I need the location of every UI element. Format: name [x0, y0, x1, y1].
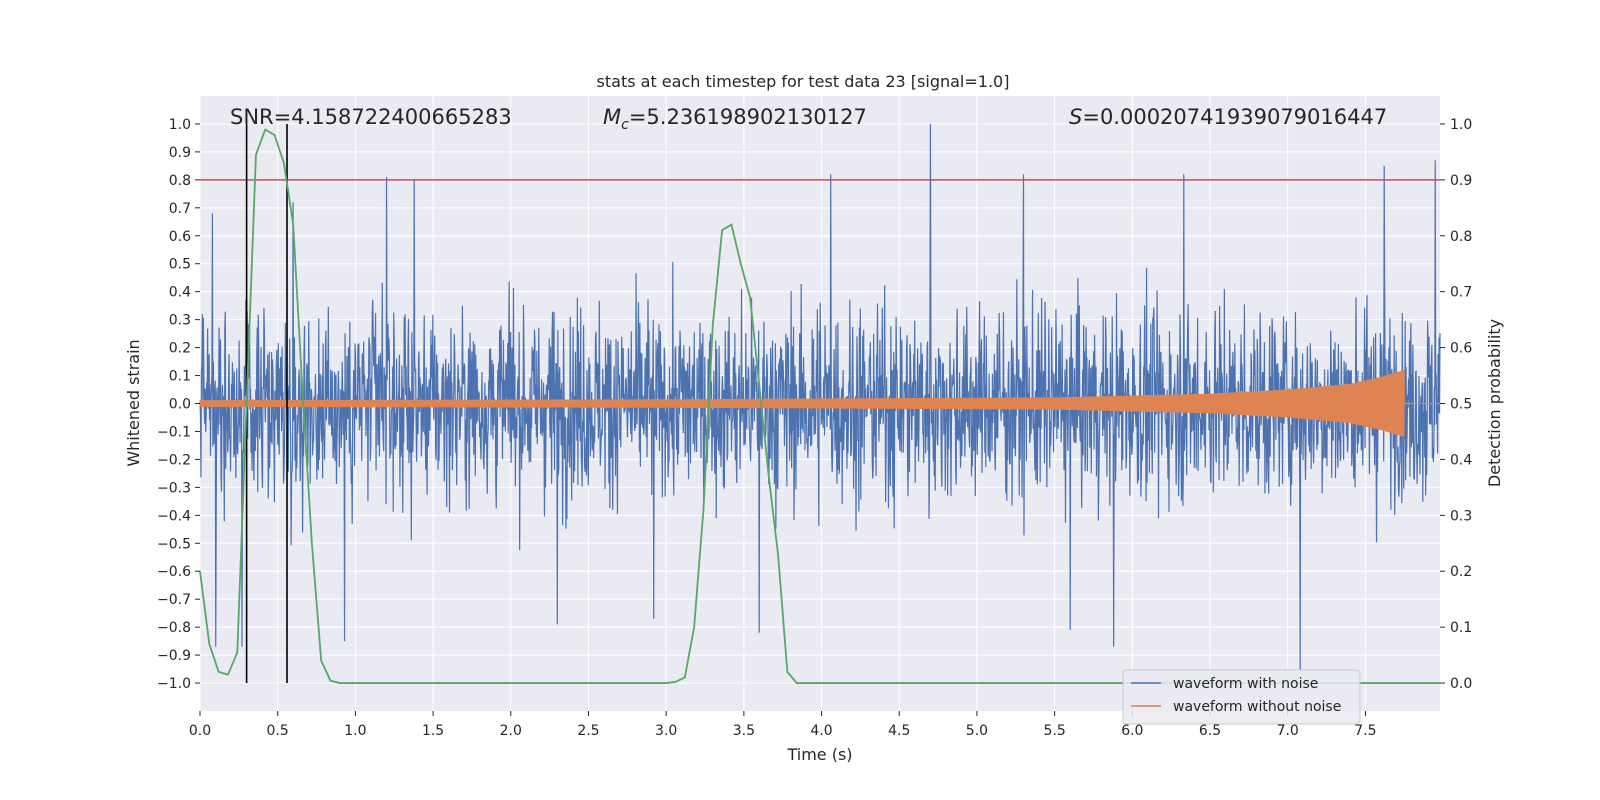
x-tick-label: 7.5	[1354, 723, 1376, 739]
y-tick-label: −0.3	[157, 480, 191, 496]
x-tick-label: 0.5	[267, 723, 289, 739]
y2-tick-label: 0.8	[1450, 229, 1472, 245]
clean-waveform-line	[199, 369, 1440, 437]
chirp-mass-symbol: M	[603, 105, 621, 129]
y2-ticks: 0.0 0.1 0.2 0.3 0.4 0.5 0.6 0.7 0.8 0.9 1.0	[1440, 117, 1472, 692]
clean-series	[199, 369, 1440, 437]
legend-box	[1122, 669, 1361, 725]
x-axis-label: Time (s)	[786, 745, 852, 764]
y2-tick-label: 0.2	[1450, 564, 1472, 580]
y-tick-label: 0.5	[169, 257, 191, 273]
y-tick-label: −0.7	[157, 592, 191, 608]
y-tick-label: 0.7	[169, 201, 191, 217]
y2-tick-label: 0.5	[1450, 397, 1472, 413]
y-tick-label: −0.5	[157, 536, 191, 552]
y-tick-label: 0.9	[169, 145, 191, 161]
y-tick-label: −0.8	[157, 620, 191, 636]
y-tick-label: 0.6	[169, 229, 191, 245]
x-tick-label: 0.0	[189, 723, 211, 739]
snr-annotation: SNR=4.158722400665283	[230, 105, 512, 129]
chart-title: stats at each timestep for test data 23 …	[597, 72, 1010, 91]
y2-tick-label: 0.1	[1450, 620, 1472, 636]
s-annotation: S=0.00020741939079016447	[1069, 105, 1387, 129]
x-tick-label: 6.5	[1199, 723, 1221, 739]
y-tick-label: 0.8	[169, 173, 191, 189]
y-tick-label: −0.9	[157, 648, 191, 664]
y-axis-label: Whitened strain	[124, 339, 143, 466]
y2-tick-label: 1.0	[1450, 117, 1472, 133]
x-tick-label: 5.5	[1044, 723, 1066, 739]
y-tick-label: 0.3	[169, 313, 191, 329]
x-tick-label: 3.5	[733, 723, 755, 739]
x-tick-label: 2.0	[500, 723, 522, 739]
y-tick-label: −0.1	[157, 424, 191, 440]
legend: waveform with noise waveform without noi…	[1122, 669, 1361, 725]
y-tick-label: 1.0	[169, 117, 191, 133]
x-tick-label: 7.0	[1277, 723, 1299, 739]
y2-tick-label: 0.7	[1450, 285, 1472, 301]
chirp-mass-value: =5.236198902130127	[629, 105, 867, 129]
y-tick-label: −1.0	[157, 676, 191, 692]
legend-label-clean: waveform without noise	[1173, 699, 1341, 715]
y-tick-label: 0.4	[169, 285, 191, 301]
chirp-mass-annotation: Mc=5.236198902130127	[603, 105, 867, 133]
chirp-mass-subscript: c	[621, 117, 629, 133]
y2-tick-label: 0.3	[1450, 508, 1472, 524]
y2-tick-label: 0.4	[1450, 452, 1472, 468]
y2-tick-label: 0.6	[1450, 341, 1472, 357]
probability-line	[199, 128, 1440, 684]
y-tick-label: 0.1	[169, 369, 191, 385]
x-tick-label: 5.0	[966, 723, 988, 739]
y2-tick-label: 0.0	[1450, 676, 1472, 692]
y-tick-label: 0.0	[169, 397, 191, 413]
legend-label-noise: waveform with noise	[1173, 676, 1318, 692]
x-tick-label: 6.0	[1121, 723, 1143, 739]
x-tick-label: 2.5	[577, 723, 599, 739]
y-tick-label: −0.2	[157, 452, 191, 468]
y2-axis-label: Detection probability	[1485, 319, 1504, 487]
x-ticks: 0.0 0.5 1.0 1.5 2.0 2.5 3.0 3.5 4.0 4.5 5.0 5.5 6.0 6…	[189, 711, 1377, 739]
x-tick-label: 1.0	[344, 723, 366, 739]
y-ticks: −1.0 −0.9 −0.8 −0.7 −0.6 −0.5 −0.4 −0.3 −0.2 −0.1…	[157, 117, 200, 692]
probability-series	[199, 128, 1440, 684]
x-tick-label: 1.5	[422, 723, 444, 739]
y-tick-label: −0.6	[157, 564, 191, 580]
x-tick-label: 4.0	[810, 723, 832, 739]
s-symbol: S	[1069, 105, 1082, 129]
x-tick-label: 3.0	[655, 723, 677, 739]
y-tick-label: −0.4	[157, 508, 191, 524]
y-tick-label: 0.2	[169, 341, 191, 357]
s-value: =0.00020741939079016447	[1082, 105, 1387, 129]
x-tick-label: 4.5	[888, 723, 910, 739]
y2-tick-label: 0.9	[1450, 173, 1472, 189]
